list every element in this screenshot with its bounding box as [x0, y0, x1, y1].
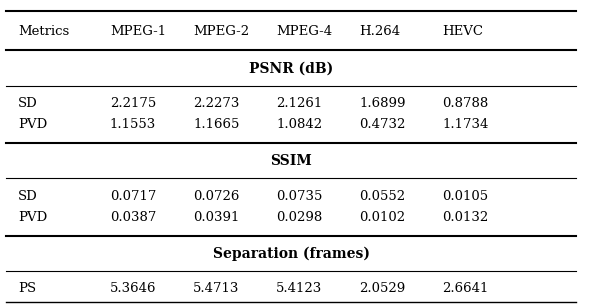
- Text: SD: SD: [18, 97, 37, 110]
- Text: 5.4123: 5.4123: [276, 282, 323, 295]
- Text: 1.6899: 1.6899: [359, 97, 406, 110]
- Text: Separation (frames): Separation (frames): [213, 247, 369, 261]
- Text: PSNR (dB): PSNR (dB): [249, 61, 333, 75]
- Text: 1.1553: 1.1553: [110, 118, 156, 131]
- Text: 1.0842: 1.0842: [276, 118, 323, 131]
- Text: PVD: PVD: [18, 211, 47, 224]
- Text: 0.0132: 0.0132: [443, 211, 489, 224]
- Text: 0.0391: 0.0391: [193, 211, 239, 224]
- Text: 1.1734: 1.1734: [443, 118, 489, 131]
- Text: MPEG-2: MPEG-2: [193, 26, 249, 38]
- Text: 0.4732: 0.4732: [359, 118, 406, 131]
- Text: 0.0735: 0.0735: [276, 190, 323, 202]
- Text: 0.0726: 0.0726: [193, 190, 239, 202]
- Text: 2.1261: 2.1261: [276, 97, 323, 110]
- Text: MPEG-1: MPEG-1: [110, 26, 166, 38]
- Text: 1.1665: 1.1665: [193, 118, 239, 131]
- Text: SSIM: SSIM: [270, 154, 312, 168]
- Text: HEVC: HEVC: [443, 26, 484, 38]
- Text: SD: SD: [18, 190, 37, 202]
- Text: 0.0387: 0.0387: [110, 211, 156, 224]
- Text: 2.2273: 2.2273: [193, 97, 239, 110]
- Text: 2.2175: 2.2175: [110, 97, 156, 110]
- Text: 2.6641: 2.6641: [443, 282, 489, 295]
- Text: 5.4713: 5.4713: [193, 282, 239, 295]
- Text: 0.0102: 0.0102: [359, 211, 406, 224]
- Text: 0.0105: 0.0105: [443, 190, 489, 202]
- Text: MPEG-4: MPEG-4: [276, 26, 332, 38]
- Text: 2.0529: 2.0529: [359, 282, 406, 295]
- Text: PS: PS: [18, 282, 36, 295]
- Text: Metrics: Metrics: [18, 26, 69, 38]
- Text: 0.0717: 0.0717: [110, 190, 156, 202]
- Text: 0.0298: 0.0298: [276, 211, 323, 224]
- Text: 0.0552: 0.0552: [359, 190, 406, 202]
- Text: H.264: H.264: [359, 26, 400, 38]
- Text: 0.8788: 0.8788: [443, 97, 489, 110]
- Text: 5.3646: 5.3646: [110, 282, 156, 295]
- Text: PVD: PVD: [18, 118, 47, 131]
